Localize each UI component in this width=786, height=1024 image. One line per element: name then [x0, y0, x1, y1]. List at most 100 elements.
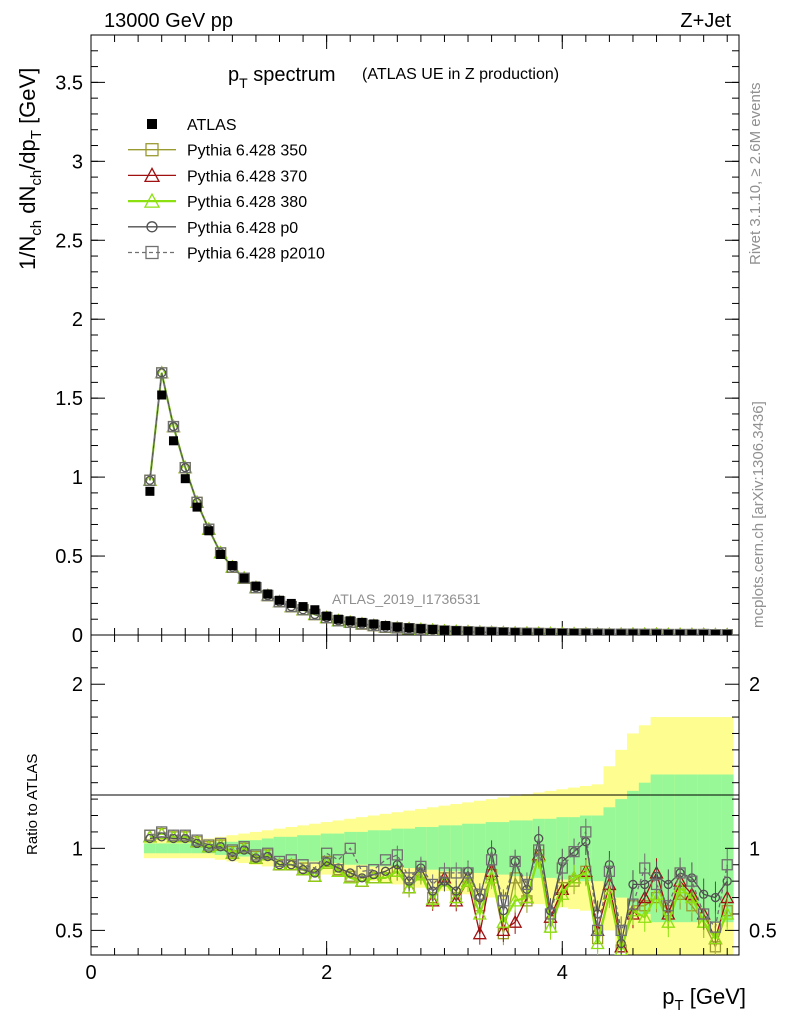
main-series-point: [485, 626, 498, 635]
ratio-series-point: [344, 842, 356, 854]
ratio-series-point: [156, 826, 168, 838]
main-series-point: [686, 628, 698, 635]
legend-label: Pythia 6.428 350: [187, 143, 307, 160]
main-y-tick-label: 0: [72, 625, 83, 647]
ratio-series-point: [602, 886, 617, 900]
ratio-y-axis-label: Ratio to ATLAS: [24, 754, 41, 855]
atlas-data-point: [392, 622, 402, 632]
ratio-series-point: [544, 908, 557, 920]
ratio-series-point: [226, 844, 239, 856]
ratio-band-inner: [685, 774, 699, 923]
svg-text:pT spectrum: pT spectrum: [228, 64, 336, 91]
ratio-series-point: [661, 914, 676, 928]
ratio-series-point: [637, 890, 652, 904]
legend-entry: Pythia 6.428 370: [128, 167, 307, 185]
atlas-data-point: [640, 629, 650, 635]
atlas-data-point: [510, 628, 520, 635]
atlas-data-point: [463, 626, 473, 635]
ratio-series-point: [214, 837, 227, 850]
atlas-data-point: [557, 628, 567, 635]
ratio-series-point: [637, 909, 652, 923]
ratio-band-inner: [297, 835, 310, 862]
ratio-series-point: [508, 893, 523, 907]
ratio-band-inner: [367, 830, 381, 867]
rivet-version: Rivet 3.1.10, ≥ 2.6M events: [747, 83, 764, 266]
ratio-series-point: [709, 921, 722, 933]
ratio-series-point: [227, 851, 238, 862]
title-subscript: T: [239, 75, 248, 91]
main-y-tick-label: 2.5: [55, 230, 83, 252]
ratio-series-point: [262, 847, 274, 859]
ratio-series-point: [357, 873, 367, 883]
mcplots-source: mcplots.cern.ch [arXiv:1306.3436]: [750, 401, 767, 628]
ratio-band-inner: [697, 774, 711, 923]
legend-marker: [145, 245, 159, 260]
ratio-series-point: [484, 870, 499, 884]
ratio-band-inner: [273, 836, 286, 860]
main-series-point: [709, 629, 722, 635]
ratio-series-point: [356, 865, 368, 877]
ratio-series-point: [460, 873, 476, 887]
legend-label: Pythia 6.428 p0: [187, 220, 298, 237]
ratio-series-point: [519, 890, 535, 904]
ratio-band-inner: [379, 830, 392, 867]
ratio-series-point: [496, 914, 511, 928]
ratio-series-point: [191, 834, 203, 846]
ratio-series-point: [462, 867, 474, 879]
ratio-series-point: [533, 844, 545, 856]
main-y-tick-label: 3: [72, 151, 83, 173]
ratio-series-point: [320, 847, 333, 859]
main-y-tick-label: 1: [72, 467, 83, 489]
main-series-point: [721, 629, 733, 635]
ratio-band-inner: [179, 843, 192, 854]
legend-label: ATLAS: [187, 117, 237, 134]
atlas-data-point: [675, 629, 685, 635]
ratio-band-inner: [403, 828, 416, 869]
ratio-series-point: [425, 891, 440, 905]
ratio-series-point: [402, 880, 417, 894]
main-series-point: [144, 474, 156, 486]
atlas-data-point: [145, 486, 155, 496]
ratio-band-inner: [627, 790, 640, 906]
atlas-data-point: [545, 628, 555, 635]
main-y-axis-label: 1/Nch dNch/dpT [GeV]: [15, 68, 45, 270]
ratio-series-point: [566, 870, 582, 884]
atlas-data-point: [381, 621, 391, 631]
legend: ATLAS Pythia 6.428 350 Pythia 6.428 370 Pyt…: [128, 117, 325, 263]
atlas-data-point: [216, 549, 226, 559]
ratio-series-point: [273, 855, 286, 868]
atlas-data-point: [168, 436, 178, 446]
atlas-data-point: [204, 526, 214, 536]
ratio-series-point: [225, 845, 240, 859]
main-series-point: [603, 628, 616, 635]
atlas-data-point: [569, 629, 579, 635]
ratio-y-tick-label: 0.5: [55, 920, 83, 942]
ratio-band-inner: [544, 818, 557, 878]
ratio-series-point: [603, 865, 616, 877]
ratio-band-inner: [415, 827, 428, 870]
process-label: Z+Jet: [680, 10, 731, 32]
main-series-point: [627, 628, 639, 635]
ratio-band-inner: [191, 843, 204, 854]
ratio-series-point: [450, 867, 462, 879]
main-series-point: [157, 368, 167, 378]
main-series-point: [650, 628, 663, 635]
main-series-point: [167, 420, 180, 433]
title-rest: spectrum: [248, 64, 336, 86]
legend-entry: Pythia 6.428 p2010: [128, 246, 325, 263]
ratio-series-point: [508, 914, 523, 928]
ratio-series-point: [628, 879, 638, 890]
ratio-band-inner: [308, 835, 322, 862]
ratio-band-inner: [615, 799, 628, 898]
ratio-series-point: [451, 886, 461, 896]
ratio-series-point: [472, 926, 487, 940]
atlas-data-point: [239, 573, 249, 583]
ratio-series-point: [239, 845, 249, 855]
main-series-point: [497, 627, 510, 635]
ratio-series-point: [368, 864, 380, 876]
atlas-data-point: [581, 629, 591, 635]
atlas-data-point: [345, 616, 355, 626]
plot-title: pT spectrum (ATLAS UE in Z production): [228, 64, 559, 91]
ratio-series-point: [427, 878, 439, 891]
ratio-series-point: [710, 892, 721, 903]
